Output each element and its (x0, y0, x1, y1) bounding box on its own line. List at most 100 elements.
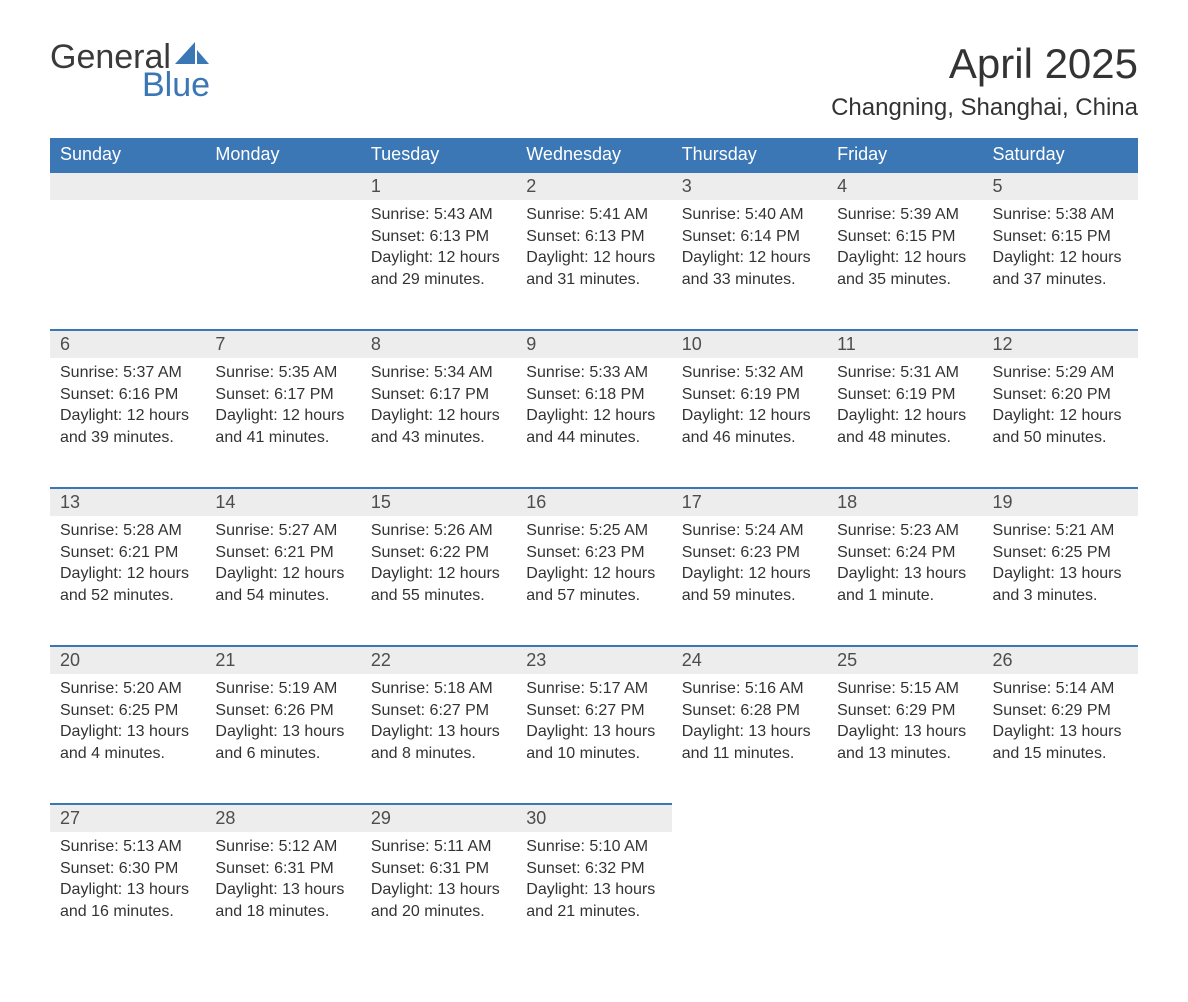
day-content-cell (205, 200, 360, 330)
day-content-cell: Sunrise: 5:27 AMSunset: 6:21 PMDaylight:… (205, 516, 360, 646)
page-title: April 2025 (831, 40, 1138, 88)
day-content-cell: Sunrise: 5:34 AMSunset: 6:17 PMDaylight:… (361, 358, 516, 488)
day-number-cell: 18 (827, 488, 982, 516)
day-content-cell: Sunrise: 5:26 AMSunset: 6:22 PMDaylight:… (361, 516, 516, 646)
sunset-text: Sunset: 6:25 PM (993, 542, 1128, 564)
sunset-text: Sunset: 6:27 PM (526, 700, 661, 722)
sunrise-text: Sunrise: 5:26 AM (371, 520, 506, 542)
day-content-cell (827, 832, 982, 962)
day-content-cell: Sunrise: 5:40 AMSunset: 6:14 PMDaylight:… (672, 200, 827, 330)
day-number-cell: 1 (361, 172, 516, 200)
weekday-header: Monday (205, 138, 360, 172)
dl1-text: Daylight: 12 hours (371, 405, 506, 427)
sunset-text: Sunset: 6:19 PM (837, 384, 972, 406)
sunset-text: Sunset: 6:13 PM (526, 226, 661, 248)
dl2-text: and 18 minutes. (215, 901, 350, 923)
day-number-cell: 8 (361, 330, 516, 358)
day-number-cell: 3 (672, 172, 827, 200)
sunset-text: Sunset: 6:15 PM (837, 226, 972, 248)
sunrise-text: Sunrise: 5:32 AM (682, 362, 817, 384)
dl2-text: and 43 minutes. (371, 427, 506, 449)
sunset-text: Sunset: 6:18 PM (526, 384, 661, 406)
day-content-cell: Sunrise: 5:20 AMSunset: 6:25 PMDaylight:… (50, 674, 205, 804)
sunrise-text: Sunrise: 5:37 AM (60, 362, 195, 384)
day-number-cell: 2 (516, 172, 671, 200)
dl1-text: Daylight: 13 hours (60, 721, 195, 743)
day-content-cell (50, 200, 205, 330)
day-number-cell: 29 (361, 804, 516, 832)
dl2-text: and 16 minutes. (60, 901, 195, 923)
day-number-cell: 4 (827, 172, 982, 200)
dl2-text: and 39 minutes. (60, 427, 195, 449)
dl2-text: and 8 minutes. (371, 743, 506, 765)
sunrise-text: Sunrise: 5:11 AM (371, 836, 506, 858)
day-content-cell: Sunrise: 5:10 AMSunset: 6:32 PMDaylight:… (516, 832, 671, 962)
sunrise-text: Sunrise: 5:13 AM (60, 836, 195, 858)
day-number-cell: 22 (361, 646, 516, 674)
dl1-text: Daylight: 12 hours (60, 563, 195, 585)
brand-word2: Blue (142, 68, 210, 102)
dl1-text: Daylight: 12 hours (526, 405, 661, 427)
sunset-text: Sunset: 6:32 PM (526, 858, 661, 880)
sunrise-text: Sunrise: 5:39 AM (837, 204, 972, 226)
sunset-text: Sunset: 6:31 PM (215, 858, 350, 880)
sunrise-text: Sunrise: 5:34 AM (371, 362, 506, 384)
day-content-cell: Sunrise: 5:21 AMSunset: 6:25 PMDaylight:… (983, 516, 1138, 646)
sunset-text: Sunset: 6:13 PM (371, 226, 506, 248)
day-number-cell: 21 (205, 646, 360, 674)
dl1-text: Daylight: 13 hours (682, 721, 817, 743)
day-number-cell: 19 (983, 488, 1138, 516)
brand-sail-icon (175, 40, 209, 68)
sunset-text: Sunset: 6:17 PM (371, 384, 506, 406)
content-row: Sunrise: 5:13 AMSunset: 6:30 PMDaylight:… (50, 832, 1138, 962)
sunrise-text: Sunrise: 5:16 AM (682, 678, 817, 700)
day-number-cell: 6 (50, 330, 205, 358)
day-number-cell: 14 (205, 488, 360, 516)
sunrise-text: Sunrise: 5:21 AM (993, 520, 1128, 542)
sunrise-text: Sunrise: 5:23 AM (837, 520, 972, 542)
day-content-cell: Sunrise: 5:12 AMSunset: 6:31 PMDaylight:… (205, 832, 360, 962)
weekday-header-row: Sunday Monday Tuesday Wednesday Thursday… (50, 138, 1138, 172)
dl2-text: and 59 minutes. (682, 585, 817, 607)
sunset-text: Sunset: 6:21 PM (60, 542, 195, 564)
content-row: Sunrise: 5:20 AMSunset: 6:25 PMDaylight:… (50, 674, 1138, 804)
sunrise-text: Sunrise: 5:10 AM (526, 836, 661, 858)
day-content-cell: Sunrise: 5:43 AMSunset: 6:13 PMDaylight:… (361, 200, 516, 330)
day-content-cell: Sunrise: 5:25 AMSunset: 6:23 PMDaylight:… (516, 516, 671, 646)
day-number-cell (672, 804, 827, 832)
day-number-cell (827, 804, 982, 832)
sunset-text: Sunset: 6:30 PM (60, 858, 195, 880)
day-content-cell: Sunrise: 5:32 AMSunset: 6:19 PMDaylight:… (672, 358, 827, 488)
sunrise-text: Sunrise: 5:43 AM (371, 204, 506, 226)
dl2-text: and 31 minutes. (526, 269, 661, 291)
day-number-cell: 9 (516, 330, 671, 358)
sunrise-text: Sunrise: 5:33 AM (526, 362, 661, 384)
day-content-cell: Sunrise: 5:35 AMSunset: 6:17 PMDaylight:… (205, 358, 360, 488)
dl2-text: and 33 minutes. (682, 269, 817, 291)
day-content-cell: Sunrise: 5:38 AMSunset: 6:15 PMDaylight:… (983, 200, 1138, 330)
dl1-text: Daylight: 13 hours (993, 721, 1128, 743)
daynum-row: 20212223242526 (50, 646, 1138, 674)
dl1-text: Daylight: 12 hours (526, 563, 661, 585)
calendar-table: Sunday Monday Tuesday Wednesday Thursday… (50, 138, 1138, 962)
dl1-text: Daylight: 12 hours (993, 247, 1128, 269)
sunrise-text: Sunrise: 5:17 AM (526, 678, 661, 700)
sunrise-text: Sunrise: 5:40 AM (682, 204, 817, 226)
day-content-cell: Sunrise: 5:29 AMSunset: 6:20 PMDaylight:… (983, 358, 1138, 488)
dl1-text: Daylight: 12 hours (682, 405, 817, 427)
day-number-cell: 13 (50, 488, 205, 516)
brand-logo: General Blue (50, 40, 210, 102)
day-number-cell: 25 (827, 646, 982, 674)
weekday-header: Wednesday (516, 138, 671, 172)
weekday-header: Saturday (983, 138, 1138, 172)
day-content-cell: Sunrise: 5:13 AMSunset: 6:30 PMDaylight:… (50, 832, 205, 962)
content-row: Sunrise: 5:28 AMSunset: 6:21 PMDaylight:… (50, 516, 1138, 646)
day-number-cell: 10 (672, 330, 827, 358)
weekday-header: Thursday (672, 138, 827, 172)
day-content-cell: Sunrise: 5:28 AMSunset: 6:21 PMDaylight:… (50, 516, 205, 646)
sunset-text: Sunset: 6:26 PM (215, 700, 350, 722)
day-content-cell: Sunrise: 5:24 AMSunset: 6:23 PMDaylight:… (672, 516, 827, 646)
dl2-text: and 11 minutes. (682, 743, 817, 765)
dl1-text: Daylight: 12 hours (215, 405, 350, 427)
sunrise-text: Sunrise: 5:41 AM (526, 204, 661, 226)
